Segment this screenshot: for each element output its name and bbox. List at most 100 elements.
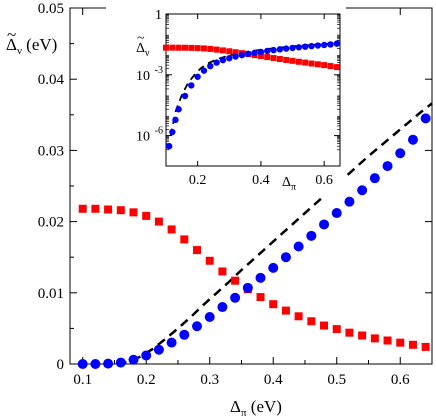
blue-circle-point: [268, 262, 279, 273]
red-square-point: [370, 334, 379, 343]
red-square-point: [358, 331, 367, 340]
blue-circle-point: [115, 357, 126, 368]
inset-red-square-point: [213, 46, 220, 53]
red-square-point: [345, 328, 354, 337]
inset-frame: [165, 13, 341, 167]
x-tick-label: 0.1: [73, 372, 92, 388]
inset-red-square-point: [327, 63, 334, 70]
inset-blue-circle-point: [327, 41, 334, 48]
inset-x-tick-label: 0.4: [252, 173, 270, 188]
red-square-point: [180, 235, 189, 244]
inset-blue-circle-point: [200, 67, 208, 74]
blue-circle-point: [395, 148, 406, 159]
blue-circle-point: [192, 321, 203, 332]
y-tick-label: 0: [57, 357, 65, 373]
inset-y-tick-exponent: -3: [155, 65, 163, 76]
blue-circle-point: [280, 252, 291, 263]
inset-red-square-point: [333, 64, 340, 71]
red-square-point: [269, 300, 278, 309]
red-square-point: [104, 205, 113, 214]
inset-blue-circle-point: [264, 47, 271, 55]
red-square-point: [231, 276, 240, 285]
y-tick-label: 0.01: [38, 286, 64, 302]
inset-blue-circle-point: [245, 50, 252, 58]
y-axis-tilde: ~: [7, 25, 16, 44]
red-square-point: [332, 325, 341, 334]
inset-red-square-point: [163, 44, 169, 51]
blue-circle-point: [217, 302, 228, 313]
inset-blue-circle-point: [320, 41, 328, 49]
inset-y-tick-label: 10: [136, 69, 150, 84]
red-square-point: [281, 306, 290, 315]
y-tick-label: 0.02: [38, 215, 64, 231]
inset-red-square-point: [232, 49, 239, 56]
inset-blue-circle-point: [232, 53, 239, 60]
x-axis-label: Δπ (eV): [230, 397, 282, 418]
blue-circle-point: [242, 282, 253, 293]
inset-red-square-point: [226, 48, 233, 55]
red-square-point: [320, 321, 329, 330]
inset-x-tick-label: 0.2: [189, 173, 207, 188]
blue-circle-point: [382, 161, 393, 172]
inset-red-square-point: [321, 62, 328, 69]
red-square-point: [129, 208, 138, 217]
blue-circle-point: [153, 344, 164, 355]
inset-blue-circle-point: [276, 46, 284, 53]
blue-circle-point: [255, 272, 266, 283]
inset-red-square-point: [257, 53, 264, 60]
blue-circle-point: [141, 350, 152, 361]
x-tick-label: 0.5: [327, 372, 346, 388]
inset-red-square-point: [188, 44, 195, 51]
inset-red-square-point: [302, 59, 309, 66]
inset-y-tick-label: 1: [155, 8, 162, 23]
inset-blue-circle-point: [257, 48, 265, 56]
blue-circle-point: [293, 241, 304, 252]
inset-y-tick-exponent: -6: [155, 126, 163, 137]
inset-blue-circle-point: [169, 128, 176, 136]
x-tick-label: 0.6: [391, 372, 410, 388]
blue-circle-point: [179, 329, 190, 340]
inset-red-square-point: [219, 47, 226, 54]
blue-circle-point: [90, 359, 101, 369]
inset-blue-circle-point: [314, 42, 322, 49]
inset-red-square-point: [194, 45, 201, 52]
red-square-point: [205, 256, 214, 265]
inset-blue-circle-point: [188, 82, 195, 89]
red-square-point: [218, 267, 227, 276]
inset-red-square-point: [270, 55, 277, 62]
x-tick-label: 0.3: [200, 372, 219, 388]
blue-circle-point: [77, 359, 88, 369]
red-square-point: [116, 206, 125, 215]
inset-blue-circle-point: [213, 59, 220, 66]
inset-blue-circle-point: [333, 40, 341, 47]
inset-blue-circle-point: [219, 56, 227, 64]
inset-red-square-point: [276, 56, 283, 63]
blue-circle-point: [344, 196, 355, 207]
y-tick-label: 0.03: [38, 143, 64, 159]
inset-red-square-point: [169, 44, 176, 51]
inset-red-square-point: [264, 54, 271, 61]
red-square-point: [142, 211, 151, 220]
inset-blue-circle-point: [175, 106, 182, 113]
red-square-point: [91, 204, 100, 213]
x-tick-label: 0.2: [137, 372, 156, 388]
inset-red-square-point: [175, 44, 182, 51]
red-square-point: [256, 293, 265, 302]
blue-circle-point: [319, 219, 330, 230]
inset-red-square-point: [283, 56, 290, 63]
inset-red-square-point: [314, 61, 321, 68]
inset-blue-circle-point: [289, 44, 296, 52]
y-tick-label: 0.04: [38, 72, 65, 88]
inset-x-tick-label: 0.6: [315, 173, 333, 188]
inset-blue-circle-point: [238, 51, 246, 59]
red-square-point: [408, 340, 417, 349]
dashed-line: [117, 102, 433, 366]
blue-circle-point: [204, 312, 215, 323]
blue-circle-point: [306, 230, 317, 241]
inset-red-square-point: [207, 45, 214, 52]
blue-circle-point: [420, 113, 431, 124]
inset-blue-circle-point: [308, 42, 315, 50]
inset-red-square-point: [289, 57, 296, 64]
inset-blue-circle-point: [270, 46, 277, 54]
